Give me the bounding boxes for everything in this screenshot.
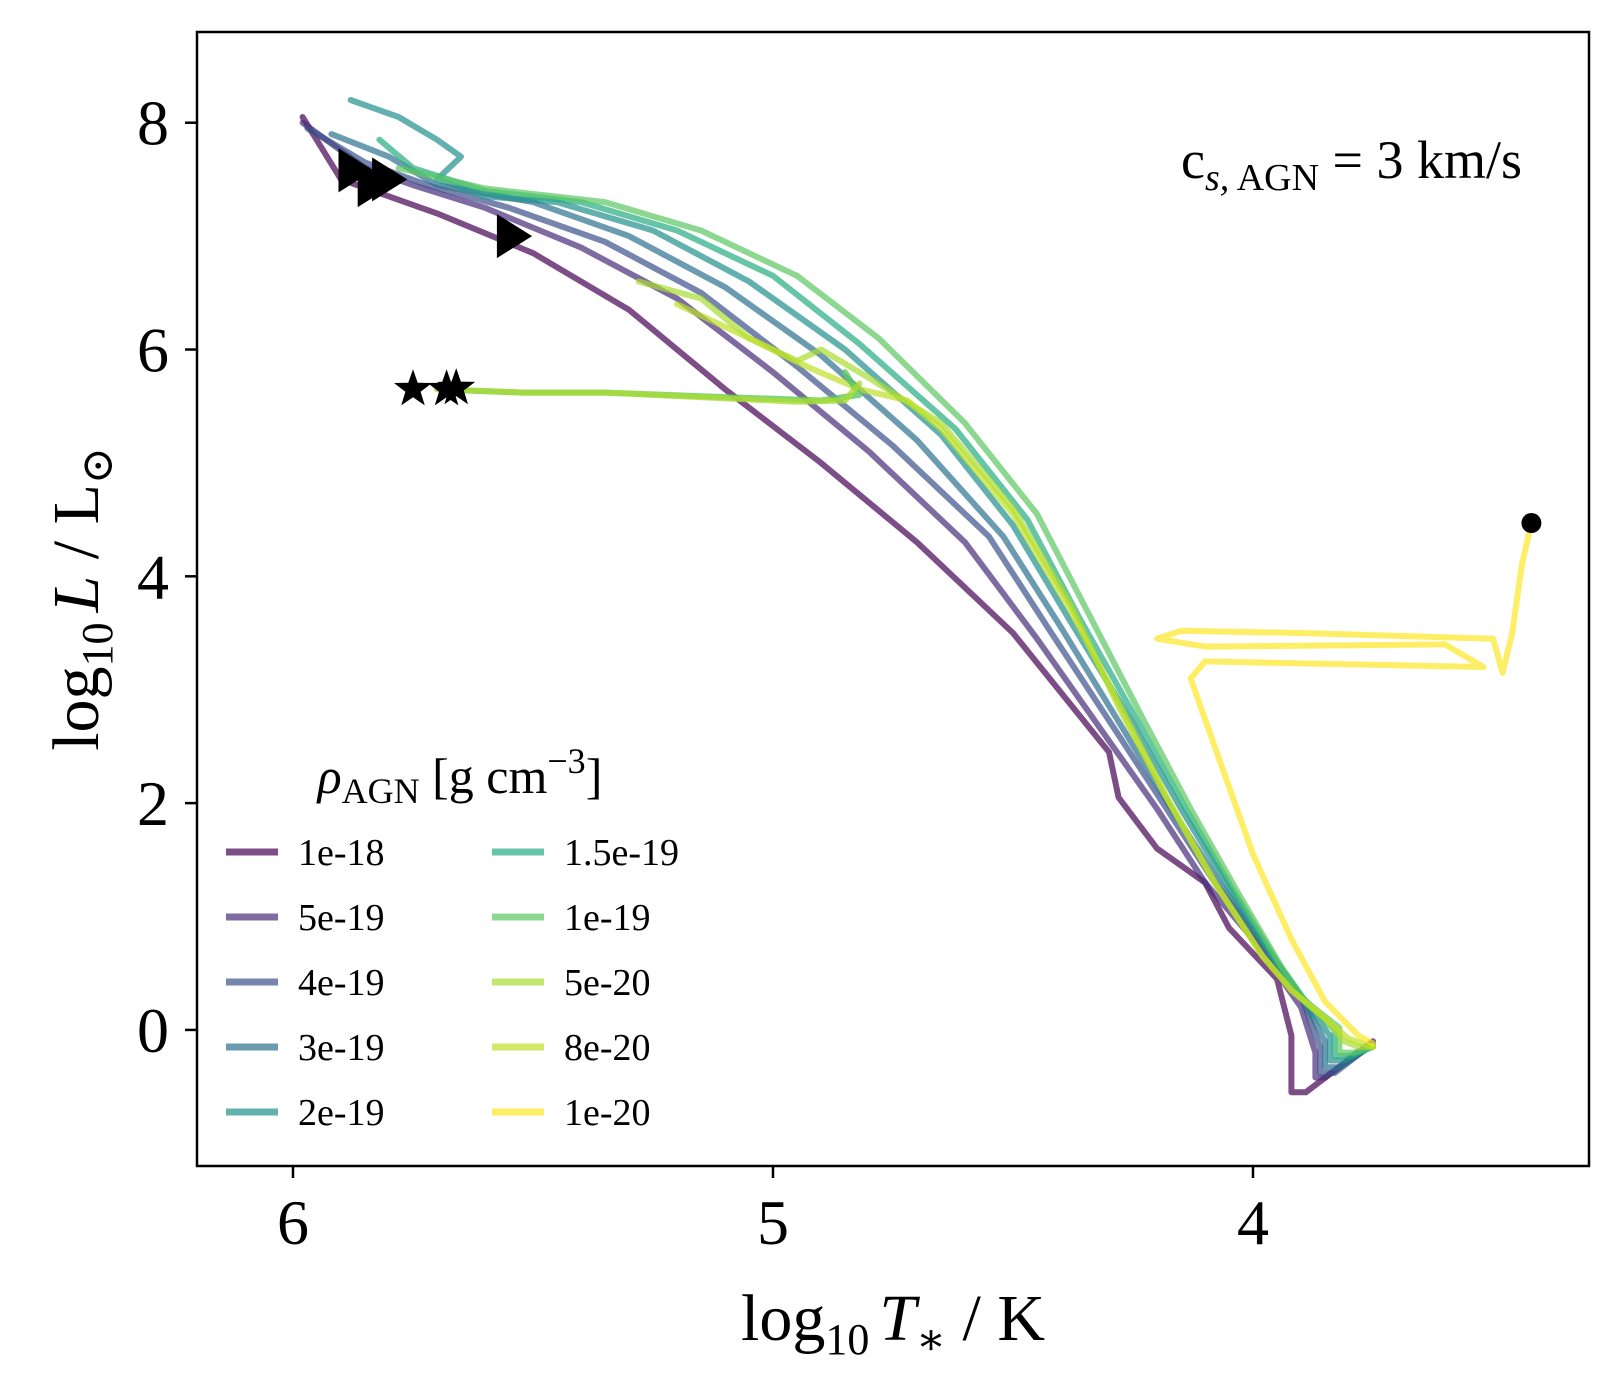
- star-marker: [437, 368, 476, 405]
- series-line-8e-20: [674, 301, 1376, 1050]
- triangle-marker: [338, 148, 374, 193]
- legend-entry-1e-19: 1e-19: [492, 897, 651, 939]
- y-axis-label: log10 L / L⊙: [40, 447, 122, 751]
- annotation-sub2: AGN: [1229, 157, 1319, 199]
- legend-label: 1.5e-19: [564, 832, 679, 874]
- legend-title-end: ]: [586, 748, 603, 804]
- x-axis-label-varsub: ∗: [916, 1315, 946, 1364]
- marker-layer: [338, 148, 1542, 534]
- annotation-rest: = 3 km/s: [1319, 130, 1522, 190]
- legend: ρAGN [g cm−3] 1e-185e-194e-193e-192e-191…: [226, 741, 679, 1134]
- legend-entry-1e-18: 1e-18: [226, 832, 385, 874]
- series-line-1e-20: [1154, 520, 1535, 1047]
- y-axis-label-unit-symbol: ⊙: [73, 447, 122, 484]
- y-tick-label: 4: [137, 541, 169, 612]
- legend-title-sub: AGN: [342, 771, 420, 811]
- x-axis-label-unit: / K: [946, 1282, 1045, 1355]
- y-axis-label-prefix: log: [40, 666, 113, 750]
- legend-label: 1e-19: [564, 897, 651, 939]
- y-tick-label: 0: [137, 995, 169, 1066]
- tick-layer: 6 5 4 0 2 4 6 8: [137, 88, 1269, 1258]
- legend-entry-8e-20: 8e-20: [492, 1027, 651, 1069]
- x-tick-label: 5: [757, 1187, 789, 1258]
- legend-entry-4e-19: 4e-19: [226, 962, 385, 1004]
- legend-label: 1e-20: [564, 1092, 651, 1134]
- branch-track-1: [434, 380, 863, 405]
- x-axis-label-var: T: [879, 1282, 920, 1355]
- legend-label: 3e-19: [298, 1027, 385, 1069]
- dot-marker: [1521, 513, 1542, 534]
- x-tick-label: 6: [277, 1187, 309, 1258]
- annotation-sub1: s,: [1205, 157, 1229, 199]
- x-axis-label: log10 T∗ / K: [741, 1282, 1045, 1364]
- legend-title-sym: ρ: [316, 748, 342, 804]
- plot-frame: [195, 30, 1591, 1168]
- y-tick-label: 6: [137, 315, 169, 386]
- legend-entry-3e-19: 3e-19: [226, 1027, 385, 1069]
- legend-entry-1e-20: 1e-20: [492, 1092, 651, 1134]
- triangle-marker: [496, 214, 533, 259]
- y-axis-label-var: L: [40, 576, 113, 614]
- series-line-3e-19: [328, 131, 1376, 1071]
- y-tick-label: 2: [137, 768, 169, 839]
- legend-title: ρAGN [g cm−3]: [316, 741, 603, 811]
- series-line-1e-18: [299, 114, 1376, 1096]
- legend-title-unit: [g cm: [420, 748, 548, 804]
- legend-entry-1.5e-19: 1.5e-19: [492, 832, 679, 874]
- star-marker: [394, 369, 432, 406]
- legend-label: 2e-19: [298, 1092, 385, 1134]
- legend-label: 4e-19: [298, 962, 385, 1004]
- legend-label: 5e-19: [298, 897, 385, 939]
- series-line-5e-19: [299, 119, 1376, 1081]
- y-tick-label: 8: [137, 88, 169, 159]
- series-layer: [299, 97, 1535, 1096]
- x-tick-label: 4: [1237, 1187, 1269, 1258]
- legend-entry-5e-20: 5e-20: [492, 962, 651, 1004]
- y-axis-label-unit: / L: [40, 484, 113, 576]
- annotation-base: c: [1181, 130, 1205, 190]
- legend-entry-5e-19: 5e-19: [226, 897, 385, 939]
- sound-speed-annotation: cs, AGN = 3 km/s: [1181, 130, 1522, 199]
- legend-label: 8e-20: [564, 1027, 651, 1069]
- legend-entries: 1e-18 5e-19 4e-19 3e-19 2e-19 1.5e-19 1e-19 5e-…: [226, 832, 679, 1134]
- legend-label: 5e-20: [564, 962, 651, 1004]
- y-axis-label-sub: 10: [73, 622, 122, 666]
- series-line-2e-19: [347, 97, 1376, 1064]
- legend-label: 1e-18: [298, 832, 385, 874]
- x-axis-label-prefix: log: [741, 1282, 825, 1355]
- legend-title-sup: −3: [547, 741, 585, 781]
- x-axis-label-sub: 10: [825, 1315, 869, 1364]
- triangle-marker: [372, 157, 408, 202]
- legend-entry-2e-19: 2e-19: [226, 1092, 385, 1134]
- series-line-4e-19: [304, 125, 1376, 1076]
